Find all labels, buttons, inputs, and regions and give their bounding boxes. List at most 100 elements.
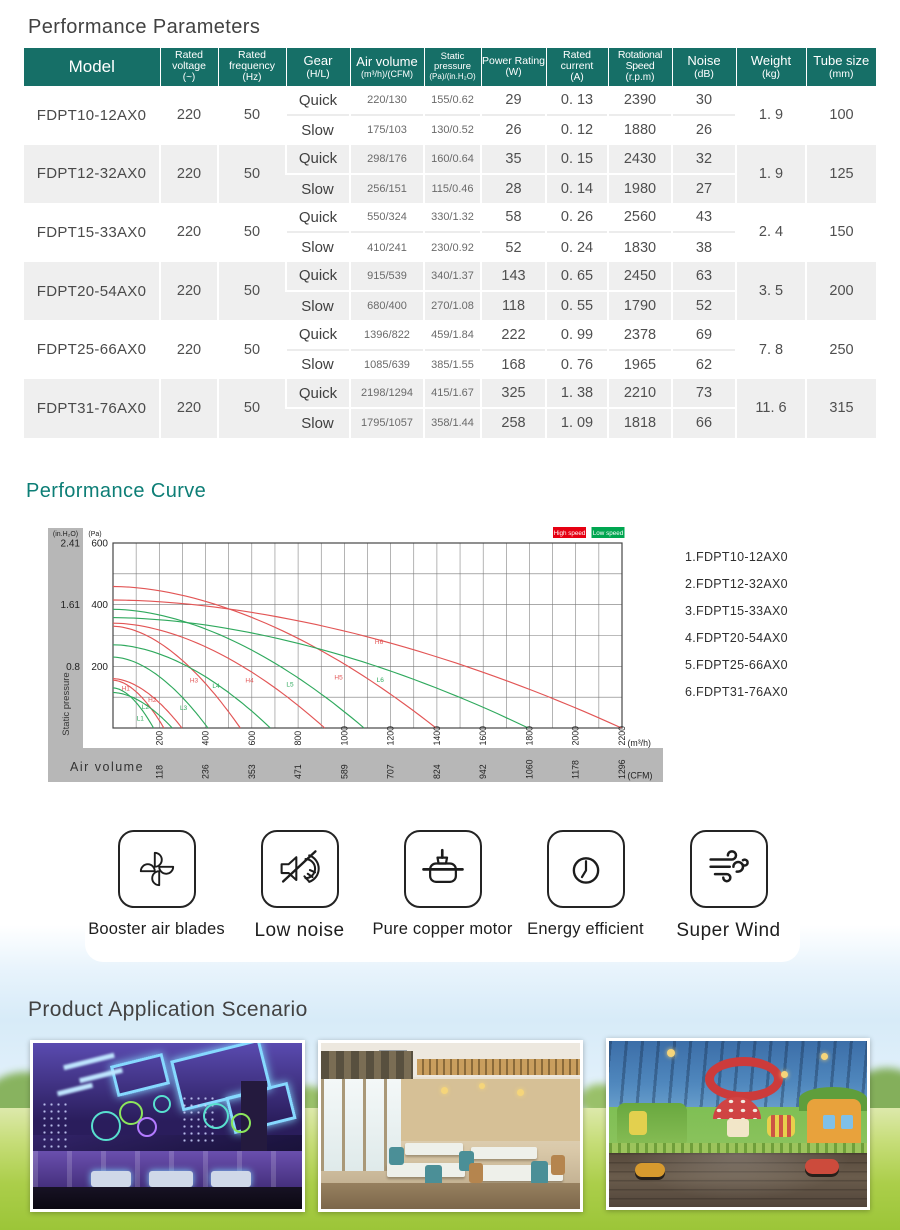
table-cell: 43 (671, 203, 736, 233)
svg-text:Low speed: Low speed (593, 530, 624, 537)
feature-item: Pure copper motor (371, 798, 514, 962)
column-header: Static pressure (Pa)/(in.H₂O) (424, 48, 482, 86)
svg-text:L4: L4 (212, 683, 220, 690)
table-row: FDPT15-33AX0 220 50 Quick 550/324 330/1.32 58 0… (24, 203, 876, 262)
table-cell: 2210 (607, 378, 672, 409)
table-cell: 1. 09 (545, 407, 608, 438)
table-row: FDPT10-12AX0 220 50 Quick 220/130 155/0.62 29 0… (24, 86, 876, 145)
svg-text:(Pa): (Pa) (88, 531, 101, 538)
feature-label: Pure copper motor (372, 920, 513, 938)
table-cell: 0. 12 (545, 114, 608, 145)
svg-text:1.61: 1.61 (61, 600, 81, 611)
table-cell: 50 (217, 378, 286, 438)
table-cell: 2378 (607, 320, 672, 350)
table-cell: 50 (217, 261, 286, 321)
table-cell: 69 (671, 320, 736, 350)
table-cell: 1085/639 (349, 348, 424, 379)
svg-text:2200: 2200 (617, 726, 627, 746)
svg-text:(in.H₂O): (in.H₂O) (53, 531, 78, 538)
table-cell: 250 (805, 320, 876, 379)
curve-legend-item: 5.FDPT25-66AX0 (685, 658, 788, 672)
curve-legend-item: 2.FDPT12-32AX0 (685, 577, 788, 591)
table-cell: 385/1.55 (423, 348, 481, 379)
table-cell: 1. 38 (545, 378, 608, 409)
table-cell: 11. 6 (735, 378, 806, 438)
table-cell: 0. 15 (545, 144, 608, 174)
table-cell: FDPT12-32AX0 (24, 144, 160, 204)
table-cell: 680/400 (349, 290, 424, 321)
table-cell: 0. 14 (545, 172, 608, 204)
svg-text:(m³/h): (m³/h) (628, 738, 652, 748)
column-header: Power Rating (W) (481, 48, 547, 86)
svg-text:Static pressure: Static pressure (61, 672, 72, 735)
table-cell: 270/1.08 (423, 290, 481, 321)
svg-text:1200: 1200 (386, 726, 396, 746)
table-cell: FDPT10-12AX0 (24, 86, 160, 145)
table-cell: Quick (285, 378, 350, 409)
svg-text:High speed: High speed (554, 530, 586, 537)
curve-legend-item: 3.FDPT15-33AX0 (685, 604, 788, 618)
table-cell: 2450 (607, 261, 672, 292)
curve-model-legend: 1.FDPT10-12AX0 2.FDPT12-32AX0 3.FDPT15-33A… (685, 550, 788, 712)
table-cell: 220 (159, 144, 218, 204)
table-cell: 100 (805, 86, 876, 145)
table-cell: 29 (480, 86, 546, 116)
table-cell: 27 (671, 172, 736, 204)
svg-text:1400: 1400 (432, 726, 442, 746)
table-cell: 32 (671, 144, 736, 174)
svg-text:589: 589 (339, 764, 349, 779)
svg-text:2.41: 2.41 (61, 539, 81, 550)
column-header: Rotational Speed (r.p.m) (608, 48, 673, 86)
table-cell: Quick (285, 261, 350, 292)
table-row: Slow 1085/639 385/1.55 168 0. 76 1965 62 (24, 348, 876, 379)
performance-curve-title: Performance Curve (26, 480, 207, 502)
feature-item: Low noise (228, 798, 371, 962)
svg-text:1296: 1296 (617, 759, 627, 779)
table-cell: 258 (480, 407, 546, 438)
svg-text:L1: L1 (137, 715, 145, 722)
table-cell: 915/539 (349, 261, 424, 292)
column-header: Rated voltage (~) (160, 48, 219, 86)
table-row: Slow 410/241 230/0.92 52 0. 24 1830 38 (24, 231, 876, 262)
table-cell: FDPT15-33AX0 (24, 203, 160, 262)
table-cell: 358/1.44 (423, 407, 481, 438)
table-row: Slow 1795/1057 358/1.44 258 1. 09 1818 66 (24, 407, 876, 438)
curve-legend-item: 4.FDPT20-54AX0 (685, 631, 788, 645)
svg-text:1600: 1600 (478, 726, 488, 746)
table-cell: 2. 4 (735, 203, 806, 262)
column-header: Rated current (A) (546, 48, 609, 86)
performance-parameters-title: Performance Parameters (28, 16, 261, 38)
table-cell: 62 (671, 348, 736, 379)
table-cell: 52 (480, 231, 546, 262)
svg-text:1060: 1060 (524, 759, 534, 779)
table-cell: 0. 13 (545, 86, 608, 116)
fan-blades-icon (117, 830, 196, 908)
column-header: Rated frequency (Hz) (218, 48, 287, 86)
table-cell: 1830 (607, 231, 672, 262)
svg-text:600: 600 (247, 731, 257, 746)
table-cell: Quick (285, 144, 350, 174)
table-cell: 298/176 (349, 144, 424, 174)
table-cell: 459/1.84 (423, 320, 481, 350)
feature-item: Booster air blades (85, 798, 228, 962)
application-photo-restaurant (318, 1040, 583, 1212)
column-header: Weight (kg) (736, 48, 807, 86)
motor-icon (403, 830, 482, 908)
table-cell: 330/1.32 (423, 203, 481, 233)
svg-text:471: 471 (293, 764, 303, 779)
table-cell: 0. 99 (545, 320, 608, 350)
table-cell: 256/151 (349, 172, 424, 204)
table-cell: 1790 (607, 290, 672, 321)
svg-text:(CFM): (CFM) (628, 771, 653, 781)
table-cell: 1. 9 (735, 144, 806, 204)
table-cell: 1. 9 (735, 86, 806, 145)
table-cell: Slow (286, 290, 350, 321)
table-cell: 63 (671, 261, 736, 292)
table-cell: 3. 5 (735, 261, 806, 321)
table-cell: 125 (805, 144, 876, 204)
curve-legend-item: 1.FDPT10-12AX0 (685, 550, 788, 564)
table-cell: 315 (805, 378, 876, 438)
table-header-row: Model Rated voltage (~) Rated frequency (Hz)… (24, 48, 876, 86)
table-cell: 220 (159, 261, 218, 321)
svg-text:L3: L3 (180, 705, 188, 712)
